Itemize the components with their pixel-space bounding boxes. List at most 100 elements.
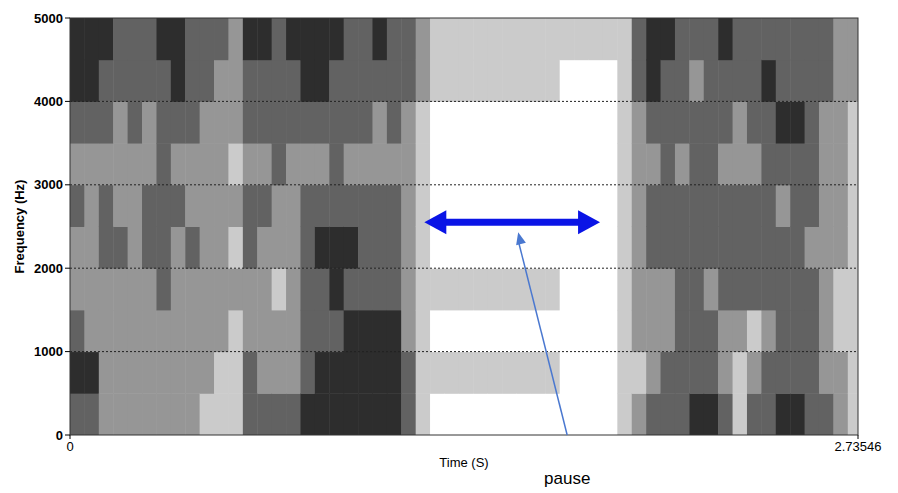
cell xyxy=(589,310,604,352)
cell xyxy=(286,143,301,185)
cell xyxy=(387,393,402,435)
cell xyxy=(214,352,229,394)
cell xyxy=(617,185,632,227)
cell xyxy=(214,18,229,60)
cell xyxy=(214,185,229,227)
cell xyxy=(156,268,171,310)
cell xyxy=(776,393,791,435)
cell xyxy=(459,310,474,352)
cell xyxy=(733,352,748,394)
cell xyxy=(315,268,330,310)
cell xyxy=(228,393,243,435)
cell xyxy=(444,60,459,102)
plot-background xyxy=(70,18,858,435)
cell xyxy=(488,60,503,102)
cell xyxy=(805,18,820,60)
cell xyxy=(632,101,647,143)
cell xyxy=(286,352,301,394)
cell xyxy=(171,185,186,227)
cell xyxy=(502,310,517,352)
cell xyxy=(574,143,589,185)
cell xyxy=(128,143,143,185)
cell xyxy=(790,310,805,352)
y-axis-title: Frequency (Hz) xyxy=(12,180,27,274)
cell xyxy=(718,268,733,310)
cell xyxy=(387,60,402,102)
cell xyxy=(646,185,661,227)
cell xyxy=(805,60,820,102)
cell xyxy=(372,18,387,60)
cell xyxy=(589,227,604,269)
cell xyxy=(488,310,503,352)
cell xyxy=(344,352,359,394)
cell xyxy=(416,60,431,102)
cell xyxy=(689,143,704,185)
cell xyxy=(185,268,200,310)
cell xyxy=(185,185,200,227)
cell xyxy=(805,101,820,143)
cell xyxy=(848,18,858,60)
cell xyxy=(228,101,243,143)
cell xyxy=(502,352,517,394)
cell xyxy=(617,143,632,185)
cell xyxy=(84,268,99,310)
cell xyxy=(214,60,229,102)
cell xyxy=(416,352,431,394)
cell xyxy=(747,227,762,269)
cell xyxy=(833,393,848,435)
cell xyxy=(286,268,301,310)
cell xyxy=(272,268,287,310)
cell xyxy=(589,393,604,435)
cell xyxy=(272,310,287,352)
cell xyxy=(733,18,748,60)
cell xyxy=(358,268,373,310)
cell xyxy=(128,310,143,352)
cell xyxy=(790,101,805,143)
cell xyxy=(819,310,834,352)
cell xyxy=(689,227,704,269)
cell xyxy=(747,310,762,352)
cell xyxy=(459,268,474,310)
arrow-shaft xyxy=(444,219,580,226)
grid-line xyxy=(70,184,858,185)
cell xyxy=(344,143,359,185)
cell xyxy=(358,101,373,143)
cell xyxy=(200,352,215,394)
cell xyxy=(128,18,143,60)
cell xyxy=(358,185,373,227)
cell xyxy=(156,310,171,352)
cell xyxy=(315,60,330,102)
cell xyxy=(790,393,805,435)
cell xyxy=(661,143,676,185)
cell xyxy=(257,352,272,394)
cell xyxy=(776,101,791,143)
cell xyxy=(171,60,186,102)
cell xyxy=(315,227,330,269)
cell xyxy=(790,268,805,310)
cell xyxy=(502,143,517,185)
cell xyxy=(473,393,488,435)
cell xyxy=(300,101,315,143)
cell xyxy=(416,393,431,435)
cell xyxy=(632,310,647,352)
cell xyxy=(99,60,114,102)
cell xyxy=(113,310,128,352)
cell xyxy=(257,268,272,310)
cell xyxy=(718,393,733,435)
cell xyxy=(531,310,546,352)
cell xyxy=(185,18,200,60)
cell xyxy=(603,185,618,227)
cell xyxy=(704,268,719,310)
cell xyxy=(344,60,359,102)
cell xyxy=(99,268,114,310)
cell xyxy=(344,393,359,435)
cell xyxy=(142,101,157,143)
grid-line xyxy=(70,351,858,352)
cell xyxy=(805,393,820,435)
cell xyxy=(372,60,387,102)
cell xyxy=(99,352,114,394)
cell xyxy=(733,143,748,185)
cell xyxy=(243,60,258,102)
y-tick xyxy=(65,268,70,269)
cell xyxy=(300,393,315,435)
